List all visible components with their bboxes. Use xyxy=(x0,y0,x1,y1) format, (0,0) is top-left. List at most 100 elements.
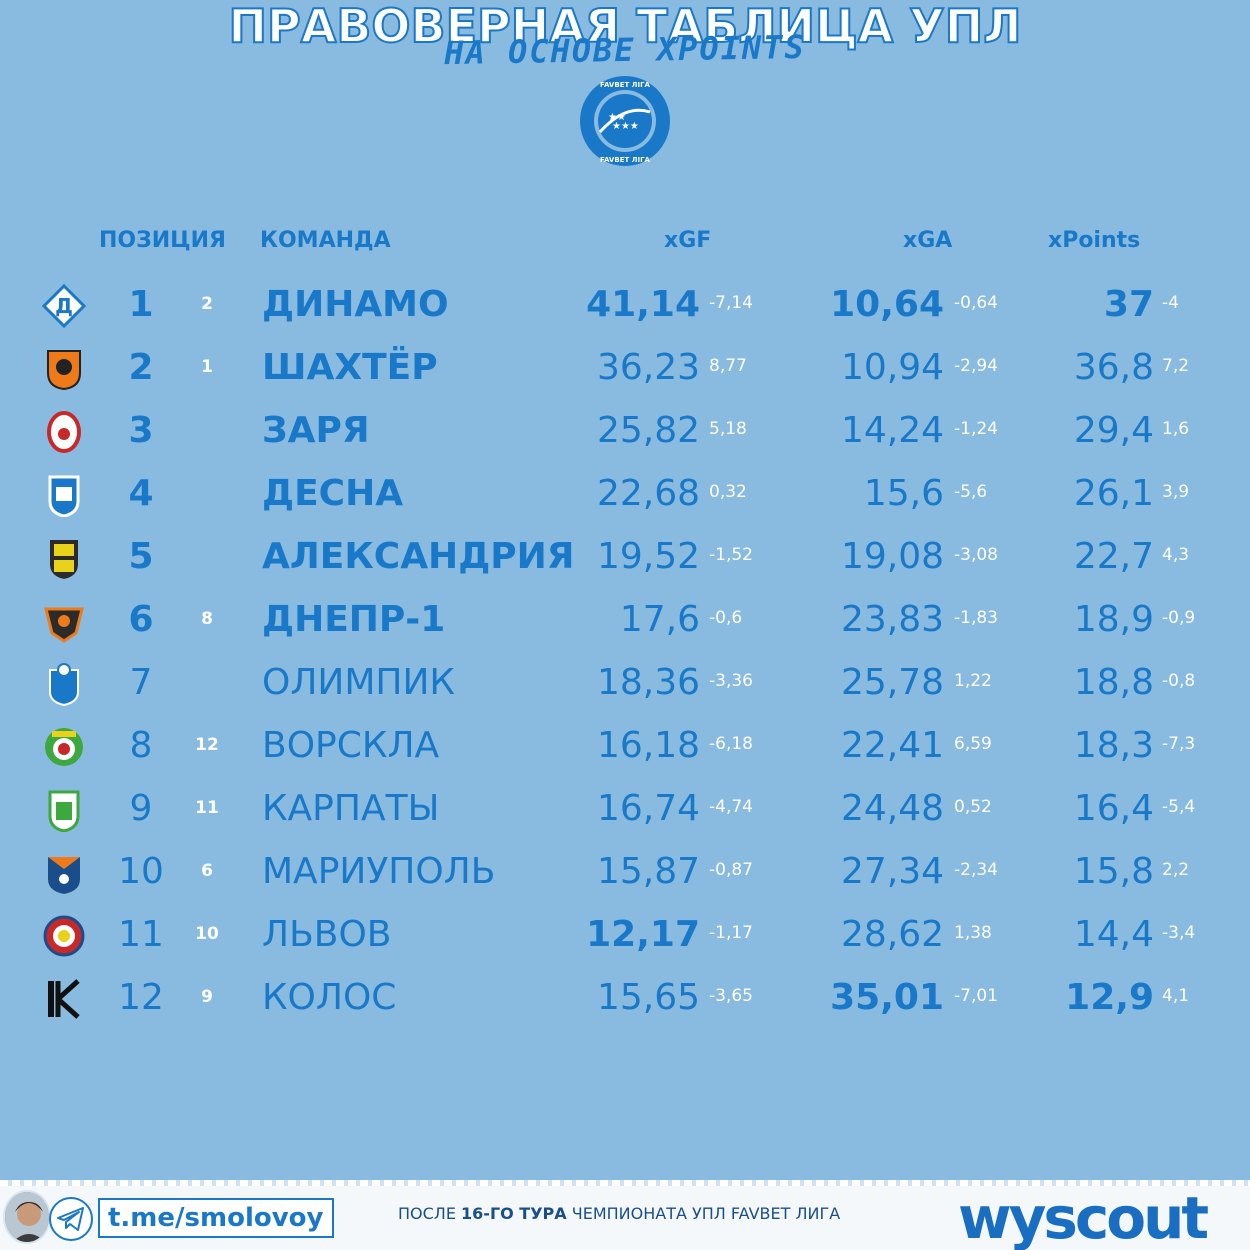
xgf-delta-cell: -3,65 xyxy=(709,986,753,1006)
xgf-cell: 15,65 xyxy=(596,977,700,1018)
position-cell: 6 xyxy=(128,599,154,640)
svg-text:Д: Д xyxy=(55,294,73,318)
xpoints-delta-cell: 4,3 xyxy=(1162,545,1190,565)
table-row: Д 1 2 ДИНАМО 41,14 -7,14 10,64 -0,64 37 -4 xyxy=(0,276,1250,336)
xpoints-cell: 22,7 xyxy=(1073,536,1154,577)
xpoints-delta-cell: 2,2 xyxy=(1162,860,1190,880)
table-row: 2 1 ШАХТЁР 36,23 8,77 10,94 -2,94 36,8 7,2 xyxy=(0,339,1250,399)
footer-divider xyxy=(0,1180,1250,1186)
xga-delta-cell: 1,38 xyxy=(954,923,992,943)
xpoints-cell: 16,4 xyxy=(1073,788,1154,829)
xgf-cell: 18,36 xyxy=(596,662,700,703)
column-header-xga: xGA xyxy=(903,228,953,253)
dnipro1-badge-icon xyxy=(44,607,84,643)
xgf-cell: 22,68 xyxy=(596,473,700,514)
team-name-cell: МАРИУПОЛЬ xyxy=(262,851,496,892)
xgf-cell: 19,52 xyxy=(596,536,700,577)
xga-delta-cell: 6,59 xyxy=(954,734,992,754)
previous-position-cell: 6 xyxy=(201,861,213,881)
xgf-cell: 25,82 xyxy=(596,410,700,451)
previous-position-cell: 12 xyxy=(195,735,219,755)
xgf-cell: 16,18 xyxy=(596,725,700,766)
position-cell: 1 xyxy=(128,284,154,325)
olimpik-badge-icon xyxy=(49,663,79,706)
position-cell: 5 xyxy=(128,536,154,577)
column-header-position: ПОЗИЦИЯ xyxy=(99,228,226,253)
lviv-badge-icon xyxy=(43,915,85,957)
svg-text:★★★: ★★★ xyxy=(612,121,639,132)
position-cell: 9 xyxy=(129,788,153,829)
xgf-delta-cell: -1,52 xyxy=(709,545,753,565)
xgf-delta-cell: -1,17 xyxy=(709,923,753,943)
telegram-link[interactable]: t.me/smolovoy xyxy=(98,1198,334,1238)
xgf-delta-cell: 0,32 xyxy=(709,482,747,502)
xga-cell: 19,08 xyxy=(840,536,944,577)
previous-position-cell: 2 xyxy=(201,294,213,314)
xpoints-cell: 15,8 xyxy=(1073,851,1154,892)
xgf-cell: 41,14 xyxy=(586,284,700,325)
table-row: 12 9 КОЛОС 15,65 -3,65 35,01 -7,01 12,9 4,1 xyxy=(0,969,1250,1029)
xga-cell: 10,94 xyxy=(840,347,944,388)
xga-delta-cell: -7,01 xyxy=(954,986,998,1006)
table-row: 8 12 ВОРСКЛА 16,18 -6,18 22,41 6,59 18,3 -7,3 xyxy=(0,717,1250,777)
table-row: 3 ЗАРЯ 25,82 5,18 14,24 -1,24 29,4 1,6 xyxy=(0,402,1250,462)
footer-note: ПОСЛЕ 16-ГО ТУРА ЧЕМПИОНАТА УПЛ FAVBET Л… xyxy=(398,1204,841,1223)
xga-delta-cell: -2,94 xyxy=(954,356,998,376)
xpoints-delta-cell: 3,9 xyxy=(1162,482,1190,502)
xga-delta-cell: -2,34 xyxy=(954,860,998,880)
table-row: 5 АЛЕКСАНДРИЯ 19,52 -1,52 19,08 -3,08 22,7 4,3 xyxy=(0,528,1250,588)
xga-delta-cell: 1,22 xyxy=(954,671,992,691)
xga-cell: 15,6 xyxy=(863,473,944,514)
xgf-delta-cell: 8,77 xyxy=(709,356,747,376)
column-header-xpoints: xPoints xyxy=(1048,228,1141,253)
previous-position-cell: 10 xyxy=(195,924,219,944)
xpoints-delta-cell: -0,8 xyxy=(1162,671,1196,691)
team-name-cell: ОЛИМПИК xyxy=(262,662,455,703)
xga-cell: 28,62 xyxy=(840,914,944,955)
team-name-cell: ДИНАМО xyxy=(262,284,449,325)
svg-text:★★: ★★ xyxy=(608,112,626,123)
telegram-icon xyxy=(49,1197,93,1241)
xga-cell: 10,64 xyxy=(830,284,944,325)
footer: t.me/smolovoy ПОСЛЕ 16-ГО ТУРА ЧЕМПИОНАТ… xyxy=(0,1184,1250,1250)
dynamo-badge-icon: Д xyxy=(42,284,86,328)
xpoints-cell: 18,3 xyxy=(1073,725,1154,766)
xgf-cell: 17,6 xyxy=(619,599,700,640)
team-name-cell: ЗАРЯ xyxy=(262,410,370,451)
team-name-cell: ВОРСКЛА xyxy=(262,725,440,766)
xgf-cell: 16,74 xyxy=(596,788,700,829)
team-name-cell: ДЕСНА xyxy=(262,473,404,514)
vorskla-badge-icon xyxy=(45,728,83,766)
xpoints-cell: 26,1 xyxy=(1073,473,1154,514)
table-row: 7 ОЛИМПИК 18,36 -3,36 25,78 1,22 18,8 -0,8 xyxy=(0,654,1250,714)
xga-delta-cell: 0,52 xyxy=(954,797,992,817)
xpoints-delta-cell: -3,4 xyxy=(1162,923,1196,943)
xpoints-delta-cell: -5,4 xyxy=(1162,797,1196,817)
xga-cell: 27,34 xyxy=(840,851,944,892)
team-name-cell: ЛЬВОВ xyxy=(262,914,392,955)
column-header-team: КОМАНДА xyxy=(260,228,391,253)
xga-delta-cell: -3,08 xyxy=(954,545,998,565)
mariupol-badge-icon xyxy=(48,857,80,894)
xpoints-delta-cell: -0,9 xyxy=(1162,608,1196,628)
zorya-badge-icon xyxy=(47,411,81,453)
xga-cell: 14,24 xyxy=(840,410,944,451)
wyscout-logo: wyscout xyxy=(958,1184,1209,1250)
xgf-cell: 12,17 xyxy=(586,914,700,955)
table-row: 10 6 МАРИУПОЛЬ 15,87 -0,87 27,34 -2,34 15,8 2,2 xyxy=(0,843,1250,903)
xga-delta-cell: -0,64 xyxy=(954,293,998,313)
xgf-delta-cell: -6,18 xyxy=(709,734,753,754)
page-title: ПРАВОВЕРНАЯ ТАБЛИЦА УПЛ xyxy=(228,0,1023,53)
karpaty-badge-icon xyxy=(48,790,80,832)
xgf-delta-cell: -0,6 xyxy=(709,608,743,628)
table-row: 11 10 ЛЬВОВ 12,17 -1,17 28,62 1,38 14,4 -3,4 xyxy=(0,906,1250,966)
position-cell: 2 xyxy=(128,347,154,388)
table-row: 6 8 ДНЕПР-1 17,6 -0,6 23,83 -1,83 18,9 -0,9 xyxy=(0,591,1250,651)
previous-position-cell: 8 xyxy=(201,609,213,629)
previous-position-cell: 9 xyxy=(201,987,213,1007)
position-cell: 11 xyxy=(118,914,164,955)
position-cell: 3 xyxy=(128,410,154,451)
position-cell: 4 xyxy=(128,473,154,514)
oleksandriya-badge-icon xyxy=(50,540,78,579)
kolos-badge-icon xyxy=(48,979,80,1019)
